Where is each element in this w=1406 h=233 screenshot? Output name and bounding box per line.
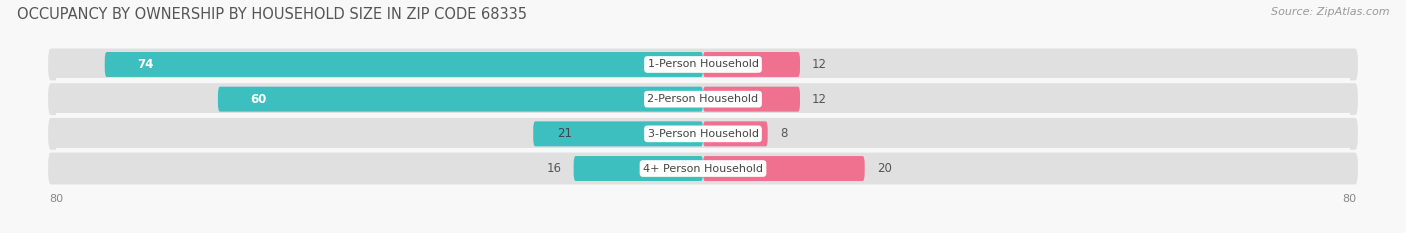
FancyBboxPatch shape xyxy=(533,121,703,146)
Text: 74: 74 xyxy=(138,58,153,71)
FancyBboxPatch shape xyxy=(48,153,1358,185)
FancyBboxPatch shape xyxy=(104,52,703,77)
Text: 8: 8 xyxy=(780,127,787,140)
FancyBboxPatch shape xyxy=(574,156,703,181)
Text: 16: 16 xyxy=(547,162,561,175)
Text: 1-Person Household: 1-Person Household xyxy=(648,59,758,69)
FancyBboxPatch shape xyxy=(703,87,800,112)
FancyBboxPatch shape xyxy=(48,48,1358,80)
FancyBboxPatch shape xyxy=(48,83,1358,115)
FancyBboxPatch shape xyxy=(703,52,800,77)
Text: 60: 60 xyxy=(250,93,267,106)
FancyBboxPatch shape xyxy=(703,156,865,181)
FancyBboxPatch shape xyxy=(48,118,1358,150)
Text: 20: 20 xyxy=(877,162,891,175)
Text: 2-Person Household: 2-Person Household xyxy=(647,94,759,104)
Text: 21: 21 xyxy=(558,127,572,140)
FancyBboxPatch shape xyxy=(703,121,768,146)
Text: 12: 12 xyxy=(813,58,827,71)
Text: 3-Person Household: 3-Person Household xyxy=(648,129,758,139)
FancyBboxPatch shape xyxy=(218,87,703,112)
Text: 4+ Person Household: 4+ Person Household xyxy=(643,164,763,174)
Text: Source: ZipAtlas.com: Source: ZipAtlas.com xyxy=(1271,7,1389,17)
Text: OCCUPANCY BY OWNERSHIP BY HOUSEHOLD SIZE IN ZIP CODE 68335: OCCUPANCY BY OWNERSHIP BY HOUSEHOLD SIZE… xyxy=(17,7,527,22)
Text: 12: 12 xyxy=(813,93,827,106)
